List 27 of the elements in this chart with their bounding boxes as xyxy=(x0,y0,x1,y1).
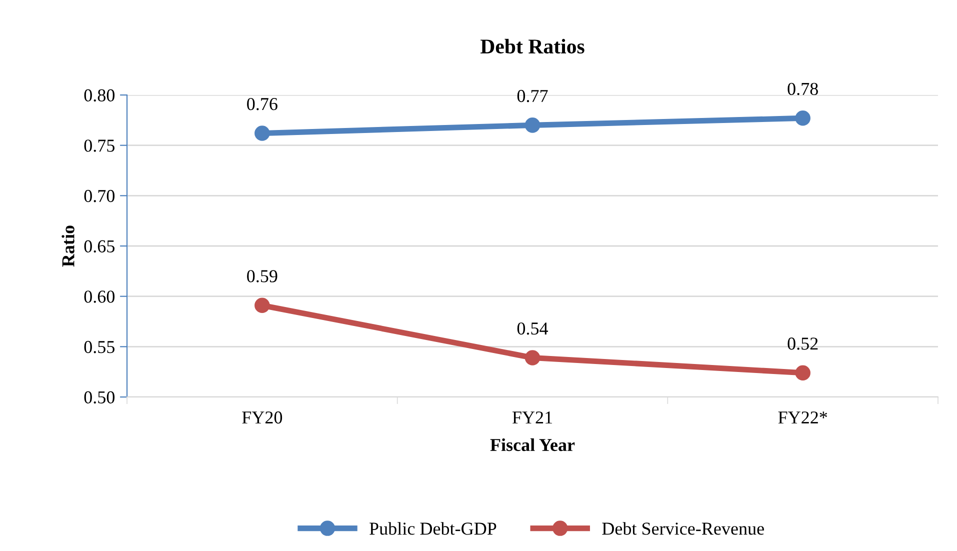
x-tick-label: FY22* xyxy=(778,411,828,424)
data-label: 0.54 xyxy=(517,322,548,335)
data-label: 0.78 xyxy=(788,82,818,96)
data-label: 0.59 xyxy=(247,270,278,282)
data-label: 0.76 xyxy=(247,98,278,110)
legend-label: Public Debt-GDP xyxy=(370,522,496,535)
y-tick-label: 0.70 xyxy=(84,190,115,202)
y-tick-label: 0.55 xyxy=(84,340,114,354)
y-axis-title: Ratio xyxy=(62,226,74,267)
point xyxy=(254,298,270,314)
x-axis-title: Fiscal Year xyxy=(490,438,575,452)
y-tick-label: 0.80 xyxy=(84,89,115,102)
y-tick-label: 0.75 xyxy=(84,140,114,152)
x-tick-label: FY21 xyxy=(512,411,552,424)
point xyxy=(524,118,540,133)
x-tick-label: FY20 xyxy=(242,411,282,424)
point xyxy=(795,365,810,380)
data-label: 0.52 xyxy=(788,338,818,350)
y-tick-label: 0.60 xyxy=(84,290,115,303)
y-tick-label: 0.65 xyxy=(84,240,114,253)
chart-title: Debt Ratios xyxy=(480,38,584,54)
legend-label: Debt Service-Revenue xyxy=(602,522,764,535)
y-tick-label: 0.50 xyxy=(84,391,115,404)
point xyxy=(254,126,270,141)
point xyxy=(524,350,540,366)
data-label: 0.77 xyxy=(517,90,548,102)
point xyxy=(795,110,810,126)
